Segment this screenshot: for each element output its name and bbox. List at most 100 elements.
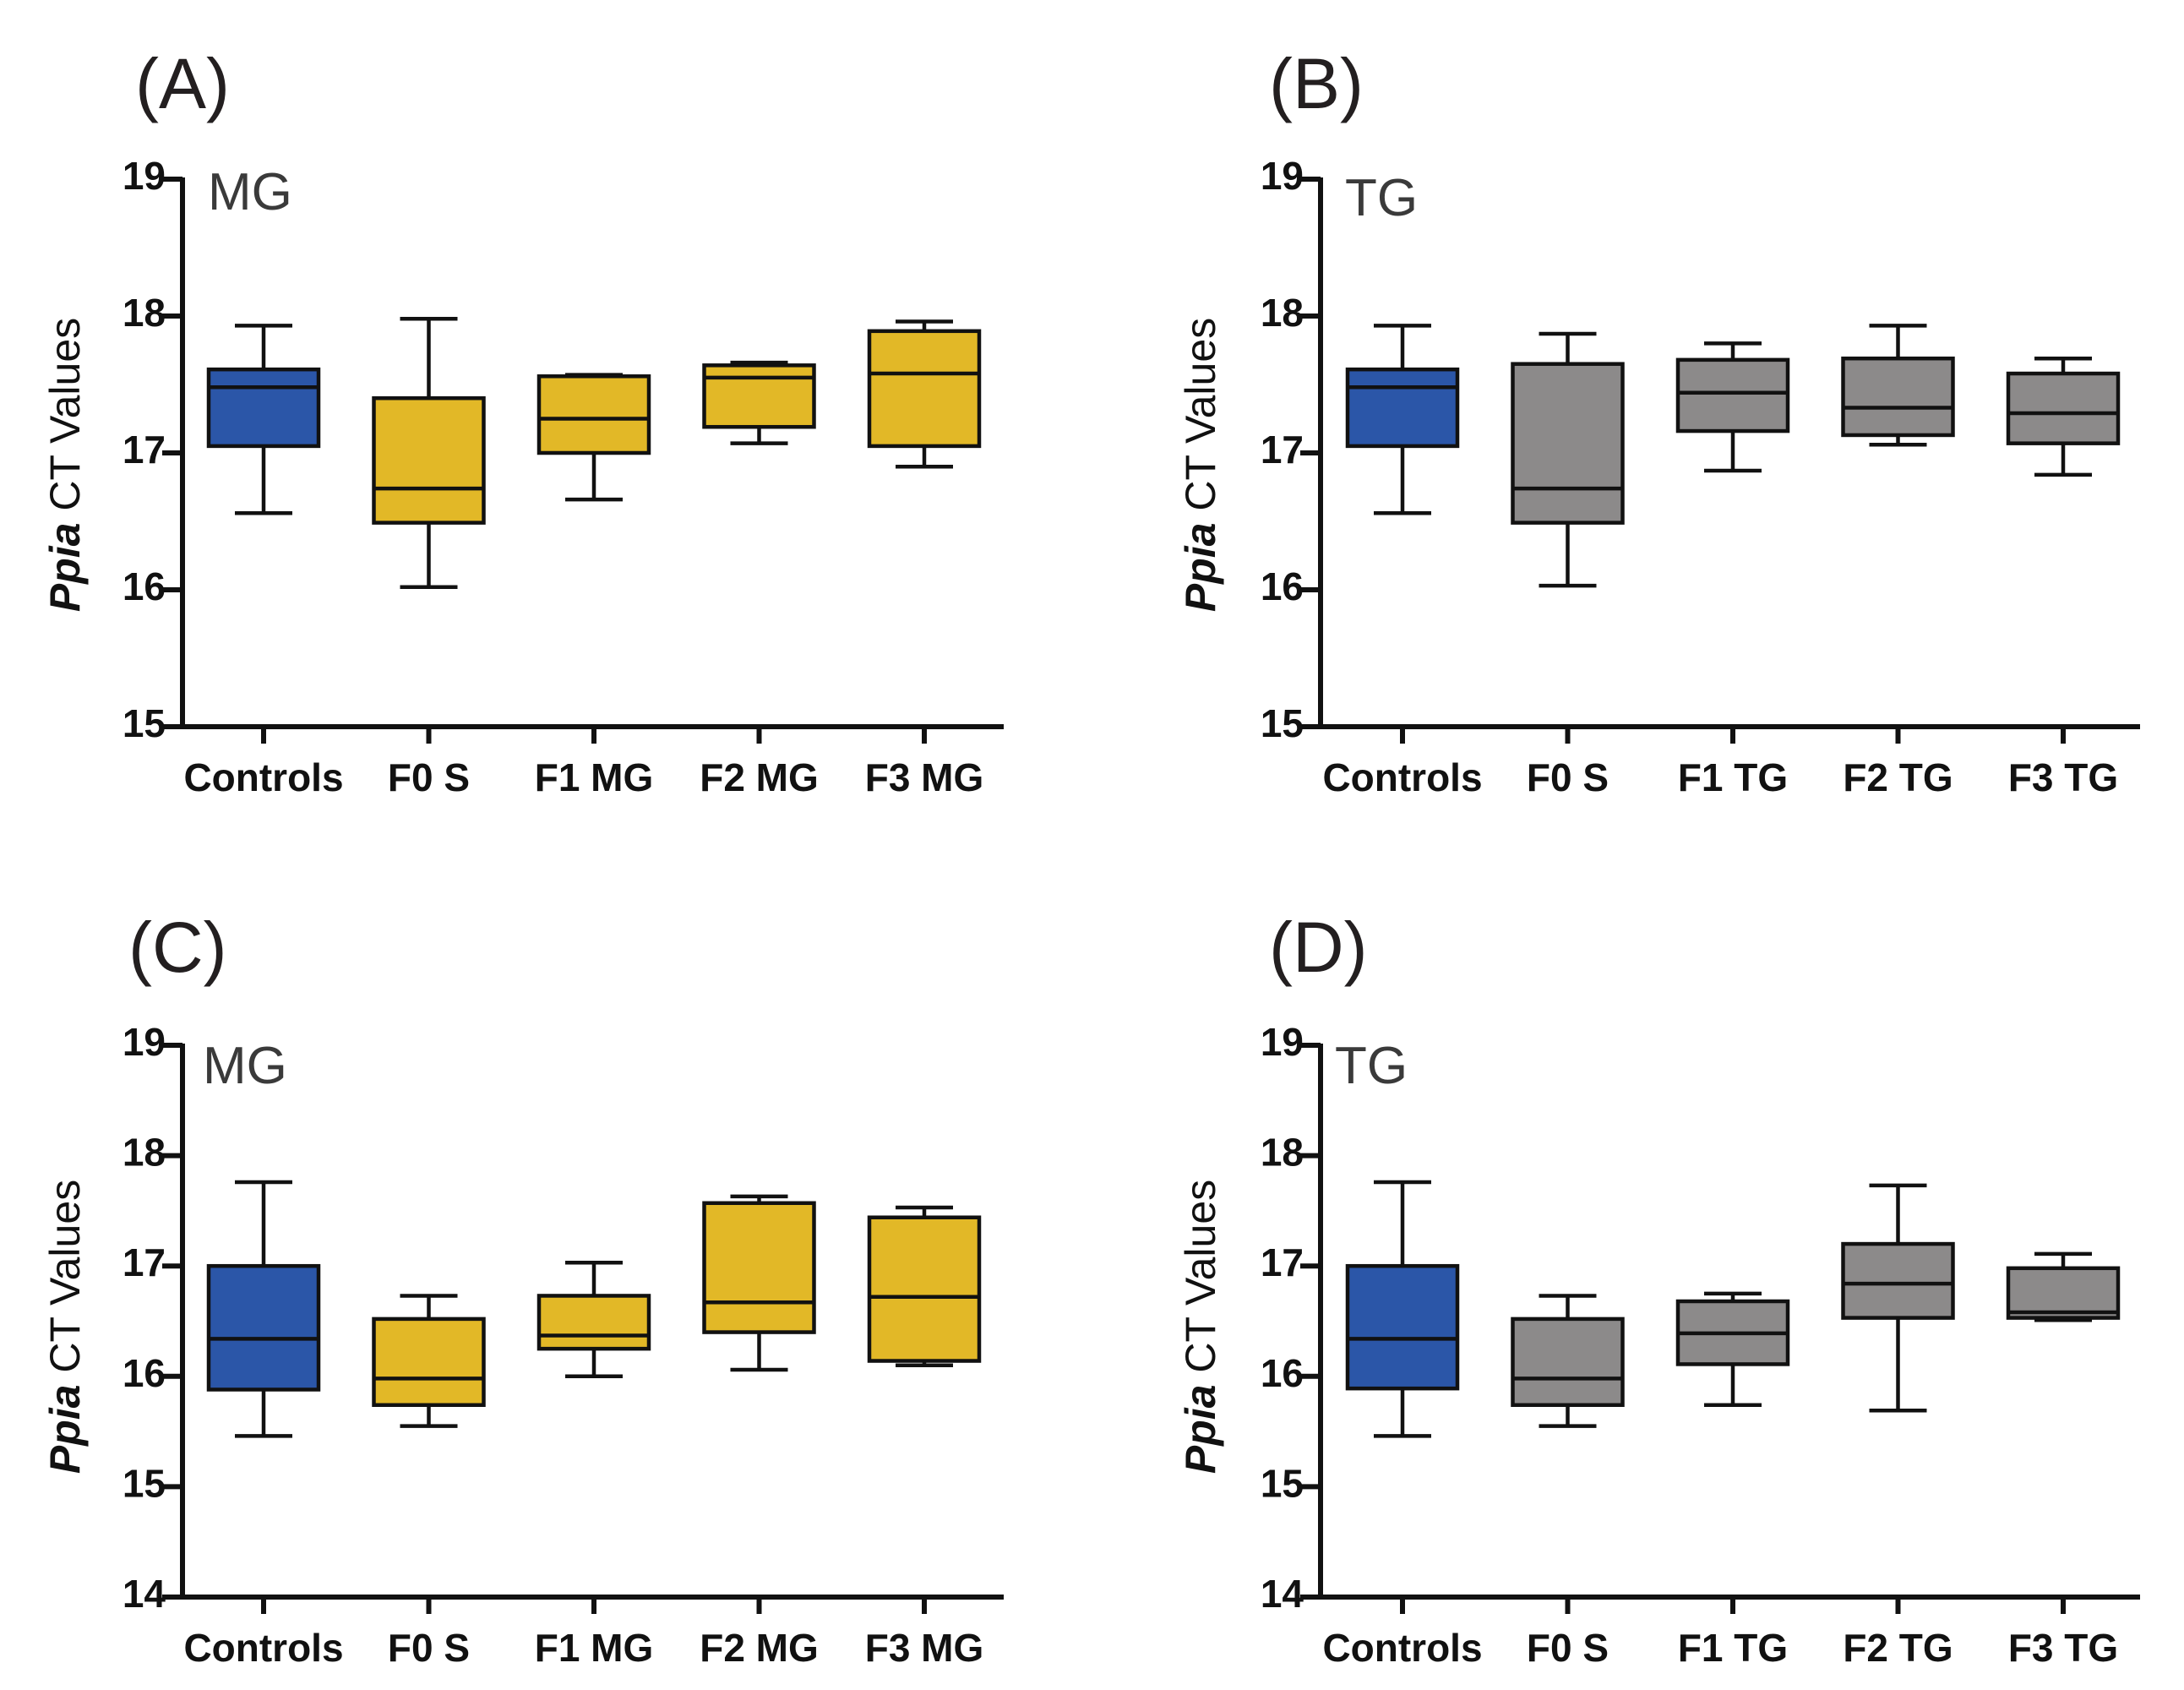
iqr-box	[1345, 1263, 1460, 1391]
y-tick-label: 16	[123, 564, 166, 608]
y-tick-label: 17	[1261, 1240, 1304, 1284]
x-tick-label: F0 S	[388, 755, 470, 799]
panel-letter: (A)	[135, 44, 230, 123]
iqr-box	[1675, 357, 1790, 433]
y-tick-label: 16	[123, 1351, 166, 1395]
x-tick-label: F2 TG	[1843, 755, 1953, 799]
y-tick-label: 17	[123, 1240, 166, 1284]
x-tick-label: F0 S	[1527, 1626, 1609, 1670]
tissue-label: TG	[1335, 1037, 1408, 1095]
y-tick-label: 19	[123, 1020, 166, 1064]
iqr-box	[372, 1317, 486, 1408]
y-tick-label: 15	[123, 701, 166, 745]
box-plot	[206, 1180, 321, 1438]
box-plot	[536, 1261, 651, 1379]
box-plot	[1841, 324, 1955, 447]
plot-area: 15 16 17 18 19 Controls F0 S F1 MG F2 MG F3 MG	[123, 154, 1004, 799]
box-plot	[1511, 1294, 1625, 1428]
x-tick-label: F0 S	[388, 1626, 470, 1670]
box-plot	[1345, 1180, 1460, 1438]
box-plot	[2006, 1251, 2121, 1322]
panel-d: (D) TG Ppia CT Values 14 15 16 17 18 19 Contro…	[1177, 908, 2140, 1670]
y-tick-label: 18	[123, 291, 166, 335]
tissue-label: TG	[1345, 169, 1418, 227]
iqr-box	[702, 1201, 816, 1334]
y-tick-label: 14	[1261, 1572, 1304, 1616]
y-tick-label: 14	[123, 1572, 166, 1616]
y-axis-label: Ppia CT Values	[41, 1180, 89, 1474]
box-plot	[1511, 331, 1625, 588]
box-plot	[372, 316, 486, 590]
iqr-box	[867, 1215, 982, 1363]
y-tick-label: 15	[1261, 1461, 1304, 1505]
y-axis-label: Ppia CT Values	[1177, 1180, 1224, 1474]
plot-area: 14 15 16 17 18 19 Controls F0 S F1 MG F2 MG F3 MG	[123, 1020, 1004, 1670]
box-plot	[372, 1294, 486, 1428]
panel-a: (A) MG Ppia CT Values 15 16 17 18 19 Controls…	[41, 44, 1004, 799]
y-tick-label: 19	[1261, 1020, 1304, 1064]
tissue-label: MG	[203, 1037, 287, 1095]
y-tick-label: 17	[1261, 428, 1304, 472]
box-plot	[2006, 356, 2121, 477]
panel-letter: (C)	[128, 908, 227, 987]
y-tick-label: 16	[1261, 564, 1304, 608]
tissue-label: MG	[208, 163, 292, 221]
iqr-box	[372, 395, 486, 525]
x-tick-label: Controls	[1322, 1626, 1482, 1670]
x-tick-label: F3 MG	[865, 755, 984, 799]
x-tick-label: F2 MG	[700, 1626, 819, 1670]
box-plot	[867, 319, 982, 469]
iqr-box	[2006, 371, 2121, 445]
box-plot	[867, 1205, 982, 1367]
iqr-box	[702, 363, 816, 429]
iqr-box	[1511, 1317, 1625, 1408]
x-tick-label: F3 MG	[865, 1626, 984, 1670]
iqr-box	[536, 374, 651, 455]
box-plot	[1841, 1183, 1955, 1413]
y-tick-label: 15	[1261, 701, 1304, 745]
box-plot	[1345, 324, 1460, 515]
panel-letter: (B)	[1269, 44, 1364, 123]
iqr-box	[536, 1294, 651, 1351]
box-plot	[536, 373, 651, 502]
box-plot	[702, 360, 816, 445]
x-tick-label: F1 TG	[1678, 755, 1788, 799]
iqr-box	[1841, 1241, 1955, 1320]
iqr-box	[206, 367, 321, 449]
y-tick-label: 19	[1261, 154, 1304, 198]
x-tick-label: F1 TG	[1678, 1626, 1788, 1670]
x-tick-label: Controls	[1322, 755, 1482, 799]
panel-c: (C) MG Ppia CT Values 14 15 16 17 18 19 Contro…	[41, 908, 1004, 1670]
iqr-box	[1841, 356, 1955, 438]
x-tick-label: F2 TG	[1843, 1626, 1953, 1670]
x-tick-label: F3 TG	[2008, 1626, 2118, 1670]
y-tick-label: 16	[1261, 1351, 1304, 1395]
y-tick-label: 18	[1261, 291, 1304, 335]
box-plot	[1675, 1291, 1790, 1408]
iqr-box	[2006, 1266, 2121, 1320]
box-plot	[206, 324, 321, 515]
iqr-box	[1345, 367, 1460, 449]
y-tick-label: 19	[123, 154, 166, 198]
x-tick-label: F2 MG	[700, 755, 819, 799]
plot-area: 15 16 17 18 19 Controls F0 S F1 TG F2 TG F3 TG	[1261, 154, 2140, 799]
y-tick-label: 17	[123, 428, 166, 472]
panel-b: (B) TG Ppia CT Values 15 16 17 18 19 Controls…	[1177, 44, 2140, 799]
x-tick-label: F3 TG	[2008, 755, 2118, 799]
y-tick-label: 18	[1261, 1131, 1304, 1175]
x-tick-label: F1 MG	[535, 755, 654, 799]
x-tick-label: F0 S	[1527, 755, 1609, 799]
plot-area: 14 15 16 17 18 19 Controls F0 S F1 TG F2 TG F3 TG	[1261, 1020, 2140, 1670]
y-tick-label: 15	[123, 1461, 166, 1505]
y-axis-label: Ppia CT Values	[41, 318, 89, 612]
iqr-box	[867, 329, 982, 449]
iqr-box	[1511, 362, 1625, 525]
box-plot	[702, 1194, 816, 1372]
x-tick-label: Controls	[183, 755, 343, 799]
y-axis-label: Ppia CT Values	[1177, 318, 1224, 612]
y-tick-label: 18	[123, 1131, 166, 1175]
x-tick-label: F1 MG	[535, 1626, 654, 1670]
x-tick-label: Controls	[183, 1626, 343, 1670]
